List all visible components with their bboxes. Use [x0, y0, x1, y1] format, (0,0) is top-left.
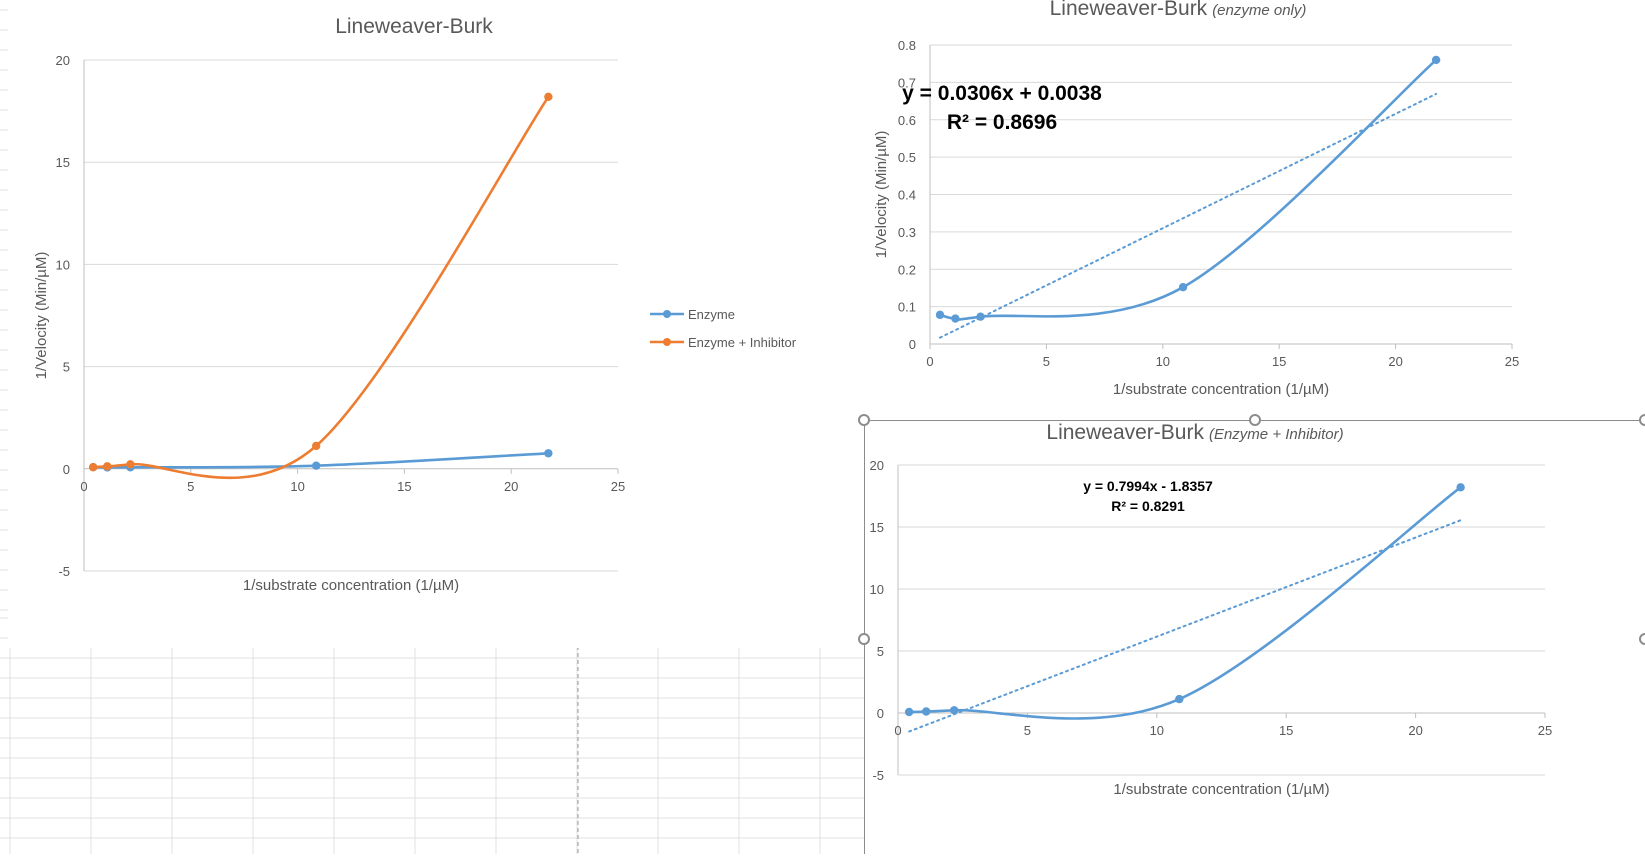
data-point — [544, 449, 553, 458]
y-axis-title: 1/Velocity (Min/µM) — [33, 252, 50, 380]
legend-label: Enzyme + Inhibitor — [688, 335, 797, 350]
x-tick-label: 25 — [1505, 354, 1519, 369]
trendline-equation: y = 0.7994x - 1.8357 — [1083, 478, 1213, 494]
data-point — [951, 314, 960, 323]
y-tick-label: -5 — [58, 564, 70, 579]
data-point — [126, 460, 135, 469]
x-axis-title: 1/substrate concentration (1/µM) — [243, 577, 459, 594]
y-tick-label: 15 — [56, 155, 70, 170]
chart-title-suffix: (Enzyme + Inhibitor) — [1209, 426, 1344, 443]
resize-handle-middle-right[interactable] — [1639, 633, 1645, 645]
x-axis-title: 1/substrate concentration (1/µM) — [1113, 781, 1329, 798]
x-tick-label: 15 — [1272, 354, 1286, 369]
x-tick-label: 5 — [1043, 354, 1050, 369]
y-tick-label: 10 — [870, 582, 884, 597]
data-point — [976, 312, 985, 321]
x-tick-label: 20 — [1408, 723, 1422, 738]
x-tick-label: 20 — [504, 479, 518, 494]
data-point — [1178, 282, 1188, 292]
y-tick-label: 0.2 — [898, 262, 916, 277]
x-tick-label: 5 — [187, 479, 194, 494]
y-tick-label: 0.6 — [898, 113, 916, 128]
y-tick-label: 0.4 — [898, 188, 916, 203]
y-tick-label: 0.1 — [898, 300, 916, 315]
trendline-r-squared: R² = 0.8696 — [947, 111, 1057, 134]
chart-lineweaver-burk-enzyme-inhibitor[interactable]: Lineweaver-Burk (Enzyme + Inhibitor) -5 0 5 1… — [847, 420, 1645, 854]
data-point — [922, 707, 931, 716]
resize-handle-top-right[interactable] — [1639, 414, 1645, 426]
y-tick-label: 0 — [63, 462, 70, 477]
resize-handle-top-middle[interactable] — [1249, 414, 1261, 426]
y-tick-label: 0.7 — [898, 75, 916, 90]
x-tick-label: 0 — [894, 723, 901, 738]
trendline — [939, 92, 1438, 339]
chart-lineweaver-burk-enzyme-only[interactable]: Lineweaver-Burk (enzyme only) 0 0.1 0.2 0.3 0.… — [864, 0, 1645, 420]
y-tick-label: 5 — [877, 644, 884, 659]
data-point — [949, 706, 959, 715]
series-line-1 — [93, 451, 549, 469]
chart-title: Lineweaver-Burk (enzyme only) — [1050, 0, 1307, 20]
x-tick-label: 10 — [1156, 354, 1170, 369]
chart-title-suffix: (enzyme only) — [1212, 2, 1306, 19]
y-tick-label: 0 — [877, 706, 884, 721]
y-tick-label: 0.8 — [898, 38, 916, 53]
y-tick-label: 20 — [56, 53, 70, 68]
resize-handle-middle-left[interactable] — [858, 633, 870, 645]
data-point — [311, 461, 321, 470]
x-tick-label: 25 — [1538, 723, 1552, 738]
y-axis-title: 1/Velocity (Min/µM) — [873, 131, 890, 259]
x-tick-label: 15 — [1279, 723, 1293, 738]
data-point — [1456, 483, 1465, 492]
x-tick-label: 15 — [397, 479, 411, 494]
resize-handle-top-left[interactable] — [858, 414, 870, 426]
data-point — [904, 707, 914, 717]
legend-marker — [663, 338, 671, 346]
y-tick-label: 10 — [56, 257, 70, 272]
x-tick-label: 20 — [1388, 354, 1402, 369]
series-line-2 — [93, 96, 550, 480]
chart-title: Lineweaver-Burk (Enzyme + Inhibitor) — [1046, 421, 1343, 444]
chart-lineweaver-burk-combined[interactable]: Lineweaver-Burk -5 0 5 10 15 20 0 5 10 15 20 25 1/sub… — [8, 0, 864, 648]
y-tick-label: 0 — [909, 337, 916, 352]
trendline-r-squared: R² = 0.8291 — [1111, 498, 1185, 514]
legend-marker — [663, 310, 671, 318]
data-point — [1431, 55, 1441, 65]
y-tick-label: 5 — [63, 360, 70, 375]
y-tick-label: 0.5 — [898, 150, 916, 165]
x-tick-label: 0 — [80, 479, 87, 494]
y-tick-label: 20 — [870, 458, 884, 473]
data-point — [935, 310, 945, 320]
legend-label: Enzyme — [688, 307, 735, 322]
data-point — [544, 92, 553, 101]
y-tick-label: 0.3 — [898, 225, 916, 240]
series-line-1 — [909, 486, 1462, 720]
x-tick-label: 10 — [1150, 723, 1164, 738]
x-tick-label: 0 — [926, 354, 933, 369]
trendline — [908, 519, 1462, 733]
x-tick-label: 10 — [290, 479, 304, 494]
data-point — [103, 462, 112, 471]
data-point — [311, 441, 321, 451]
data-point — [1175, 694, 1184, 704]
data-point — [88, 462, 98, 472]
chart-title: Lineweaver-Burk — [335, 15, 493, 38]
x-axis-title: 1/substrate concentration (1/µM) — [1113, 381, 1329, 398]
y-tick-label: 15 — [870, 520, 884, 535]
y-tick-label: -5 — [872, 768, 884, 783]
x-tick-label: 5 — [1024, 723, 1031, 738]
trendline-equation: y = 0.0306x + 0.0038 — [902, 82, 1102, 105]
x-tick-label: 25 — [611, 479, 625, 494]
